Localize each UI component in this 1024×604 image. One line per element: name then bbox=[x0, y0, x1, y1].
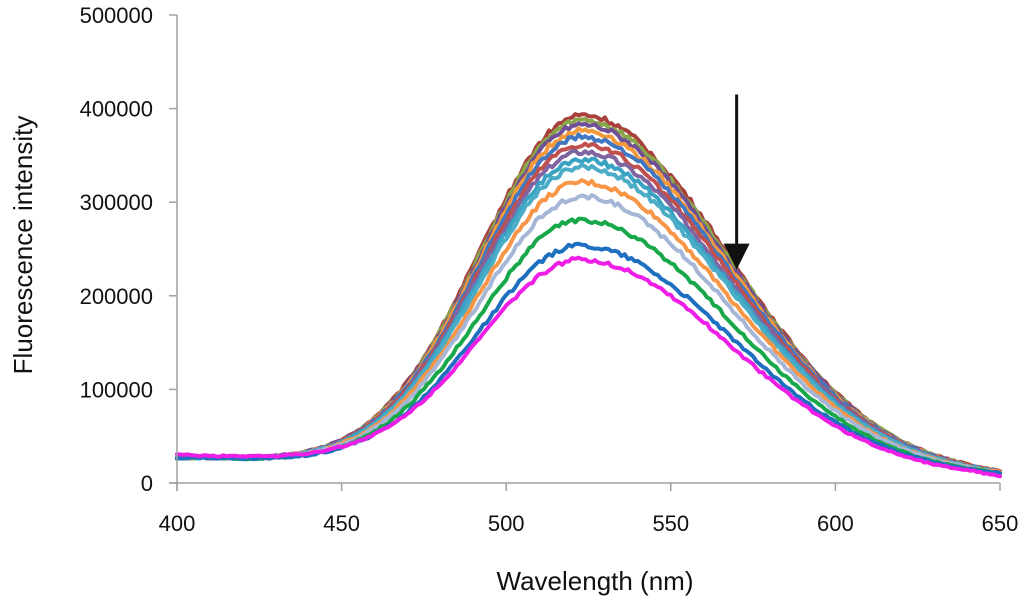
x-ticks: 400 450 500 550 600 650 bbox=[159, 483, 1019, 536]
y-tick-label: 100000 bbox=[80, 377, 153, 402]
y-tick-label: 300000 bbox=[80, 190, 153, 215]
x-axis-title: Wavelength (nm) bbox=[497, 566, 694, 596]
y-tick-label: 400000 bbox=[80, 97, 153, 122]
y-axis-title: Fluorescence intensity bbox=[8, 116, 38, 375]
series-layer bbox=[175, 112, 1002, 479]
y-tick-label: 200000 bbox=[80, 284, 153, 309]
arrow-head-icon bbox=[723, 243, 750, 270]
x-tick-label: 450 bbox=[323, 511, 360, 536]
spectrum-line-series-13 bbox=[175, 241, 1002, 476]
spectrum-line-series-6 bbox=[175, 141, 1002, 474]
x-tick-label: 400 bbox=[159, 511, 196, 536]
spectrum-line-series-14 bbox=[175, 255, 1002, 479]
decrease-arrow-annotation bbox=[723, 94, 750, 270]
y-tick-label: 500000 bbox=[80, 3, 153, 28]
y-tick-label: 0 bbox=[141, 471, 153, 496]
x-tick-label: 600 bbox=[817, 511, 854, 536]
x-tick-label: 650 bbox=[982, 511, 1019, 536]
y-ticks: 0 100000 200000 300000 400000 500000 bbox=[80, 3, 177, 496]
x-tick-label: 500 bbox=[488, 511, 525, 536]
spectrum-line-series-3 bbox=[175, 121, 1002, 474]
spectrum-line-series-4 bbox=[175, 126, 1002, 474]
axes: 0 100000 200000 300000 400000 500000 400 450 50… bbox=[80, 3, 1019, 536]
x-tick-label: 550 bbox=[652, 511, 689, 536]
spectrum-line-series-2 bbox=[175, 117, 1002, 474]
